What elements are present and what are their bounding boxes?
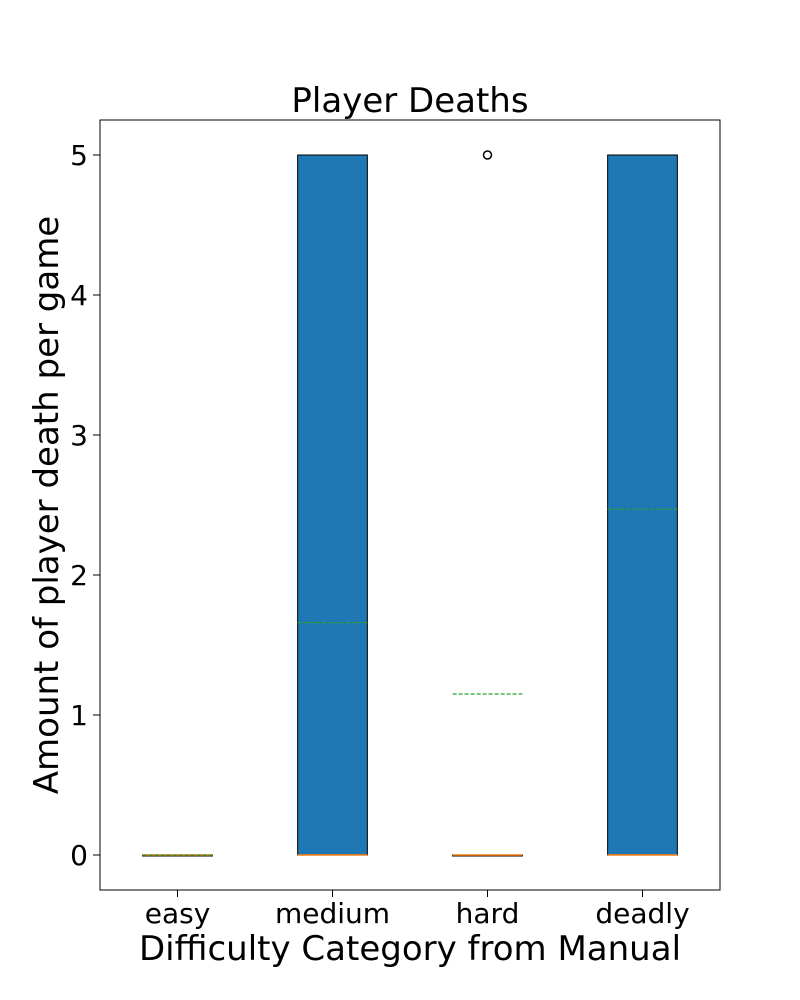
x-axis-label: Difficulty Category from Manual bbox=[139, 929, 681, 969]
x-tick-label-hard: hard bbox=[456, 897, 520, 930]
plot-area-frame bbox=[99, 119, 721, 891]
y-tick-label: 1 bbox=[70, 699, 88, 732]
box-deadly bbox=[607, 154, 678, 856]
y-tick-label: 2 bbox=[70, 559, 88, 592]
y-tick-label: 0 bbox=[70, 839, 88, 872]
y-tick-label: 4 bbox=[70, 279, 88, 312]
chart-title: Player Deaths bbox=[291, 81, 528, 121]
x-tick-label-medium: medium bbox=[275, 897, 390, 930]
chart-marks: 0 1 2 3 4 5 easy medium hard deadly bbox=[70, 139, 689, 930]
y-tick-label: 3 bbox=[70, 419, 88, 452]
outlier-point-hard bbox=[482, 150, 493, 160]
box-medium bbox=[297, 154, 368, 856]
x-tick-label-deadly: deadly bbox=[595, 897, 689, 930]
y-tick-label: 5 bbox=[70, 139, 88, 172]
y-axis-label: Amount of player death per game bbox=[27, 216, 67, 794]
x-tick-label-easy: easy bbox=[145, 897, 211, 930]
